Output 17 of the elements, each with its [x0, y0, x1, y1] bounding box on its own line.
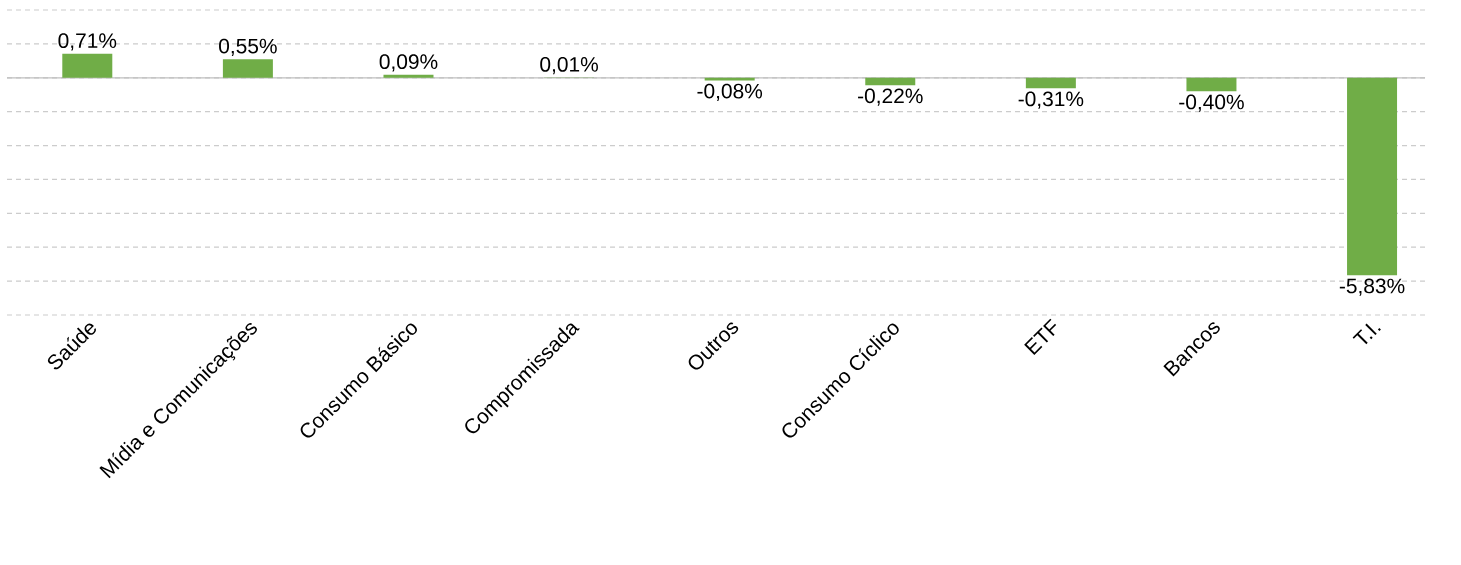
data-label: -0,31%	[1018, 91, 1084, 109]
bar	[1347, 77, 1398, 276]
bar	[383, 74, 434, 78]
data-label: 0,71%	[58, 33, 117, 51]
data-label: -0,40%	[1179, 94, 1244, 112]
bar	[1186, 77, 1237, 92]
data-label: -0,08%	[697, 83, 763, 101]
bar	[62, 53, 113, 78]
bar	[865, 77, 916, 86]
data-label: -0,22%	[858, 88, 923, 106]
x-tick-label: T.I.	[1352, 323, 1381, 345]
bar	[222, 59, 273, 78]
data-label: 0,55%	[219, 38, 277, 56]
data-label: 0,09%	[379, 54, 438, 72]
bar	[1025, 77, 1076, 89]
data-label: -5,83%	[1339, 278, 1405, 296]
data-label: 0,01%	[540, 56, 598, 75]
